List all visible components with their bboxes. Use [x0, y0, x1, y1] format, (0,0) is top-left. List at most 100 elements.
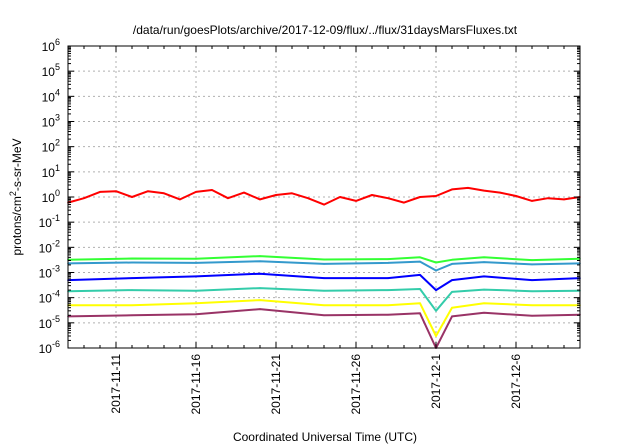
data-point	[483, 256, 485, 259]
data-point	[435, 310, 437, 312]
data-point	[307, 197, 309, 199]
data-point	[147, 190, 149, 192]
y-axis-label-sup: 2	[8, 191, 18, 196]
data-point	[483, 288, 485, 291]
series-line-4	[67, 287, 581, 312]
y-tick-label: 106	[42, 37, 60, 54]
data-point	[515, 195, 517, 197]
data-point	[435, 269, 437, 272]
data-point	[259, 299, 261, 301]
data-point	[451, 306, 453, 309]
data-point	[483, 261, 485, 263]
data-point	[531, 200, 533, 202]
data-point	[531, 290, 533, 293]
data-point	[387, 304, 389, 307]
data-point	[531, 259, 533, 261]
data-point	[451, 263, 453, 265]
y-tick-label: 102	[42, 138, 60, 155]
data-point	[419, 312, 421, 315]
x-axis-label: Coordinated Universal Time (UTC)	[233, 430, 417, 444]
data-point	[419, 274, 421, 276]
series-line-6	[67, 308, 581, 349]
data-point	[115, 190, 117, 192]
chart-title: /data/run/goesPlots/archive/2017-12-09/f…	[133, 23, 518, 37]
data-point	[323, 263, 325, 265]
data-point	[355, 200, 357, 202]
data-point	[451, 291, 453, 293]
data-point	[531, 263, 533, 266]
data-point	[387, 277, 389, 279]
data-point	[435, 261, 437, 264]
data-point	[83, 197, 85, 199]
y-tick-label: 10-4	[39, 289, 60, 306]
y-tick-label: 10-3	[39, 264, 60, 281]
data-point	[419, 256, 421, 259]
data-point	[483, 302, 485, 305]
data-point	[179, 198, 181, 201]
data-point	[387, 289, 389, 291]
data-point	[131, 257, 133, 260]
x-tick-label: 2017-11-11	[109, 354, 123, 414]
data-point	[195, 289, 197, 292]
data-point	[483, 275, 485, 278]
data-point	[291, 192, 293, 195]
series-line-3	[67, 272, 581, 292]
y-tick-label: 100	[42, 188, 60, 205]
data-point	[547, 197, 549, 199]
data-point	[531, 315, 533, 317]
data-point	[131, 304, 133, 307]
data-point	[131, 196, 133, 198]
data-point	[531, 279, 533, 281]
data-point	[195, 258, 197, 260]
data-point	[531, 304, 533, 307]
data-point	[371, 194, 373, 196]
data-point	[387, 313, 389, 316]
y-axis-label: protons/cm2-s-sr-MeV	[8, 138, 24, 255]
data-point	[131, 277, 133, 279]
y-axis-label-rest: -s-sr-MeV	[10, 138, 24, 191]
data-point	[435, 195, 437, 197]
data-point	[323, 289, 325, 292]
data-point	[419, 302, 421, 305]
data-point	[259, 308, 261, 310]
data-point	[387, 258, 389, 260]
series-line-5	[68, 299, 580, 337]
data-point	[259, 272, 261, 275]
data-point	[259, 255, 261, 257]
series-line-0	[67, 186, 581, 206]
data-point	[483, 312, 485, 314]
data-point	[451, 259, 453, 261]
data-point	[435, 289, 437, 291]
x-tick-label: 2017-11-21	[269, 354, 283, 415]
y-tick-label: 101	[42, 163, 60, 180]
y-tick-label: 103	[42, 113, 60, 130]
data-point	[163, 192, 165, 195]
data-point	[339, 196, 341, 198]
x-tick-label: 2017-12-6	[509, 354, 523, 409]
y-ticks: 10-6 10-5 10-4 10-3 10-2 10-1 100 101 102 103 104 1…	[39, 37, 580, 356]
x-tick-label: 2017-11-26	[349, 354, 363, 415]
data-point	[435, 335, 437, 337]
series-group	[67, 186, 581, 349]
y-tick-label: 10-2	[39, 238, 60, 255]
y-tick-label: 10-5	[39, 314, 60, 331]
data-point	[483, 189, 485, 192]
data-point	[195, 302, 197, 305]
data-point	[195, 262, 197, 264]
data-point	[387, 197, 389, 199]
y-tick-label: 10-6	[39, 339, 60, 356]
data-point	[195, 191, 197, 193]
data-point	[323, 314, 325, 317]
data-point	[99, 191, 101, 193]
data-point	[451, 188, 453, 191]
grid	[68, 46, 580, 348]
data-point	[563, 198, 565, 201]
x-tick-label: 2017-11-16	[189, 354, 203, 415]
series-line-1	[67, 255, 581, 264]
data-point	[259, 287, 261, 289]
data-point	[451, 279, 453, 281]
data-point	[323, 203, 325, 206]
y-tick-label: 104	[42, 87, 60, 104]
y-tick-label: 105	[42, 62, 60, 79]
